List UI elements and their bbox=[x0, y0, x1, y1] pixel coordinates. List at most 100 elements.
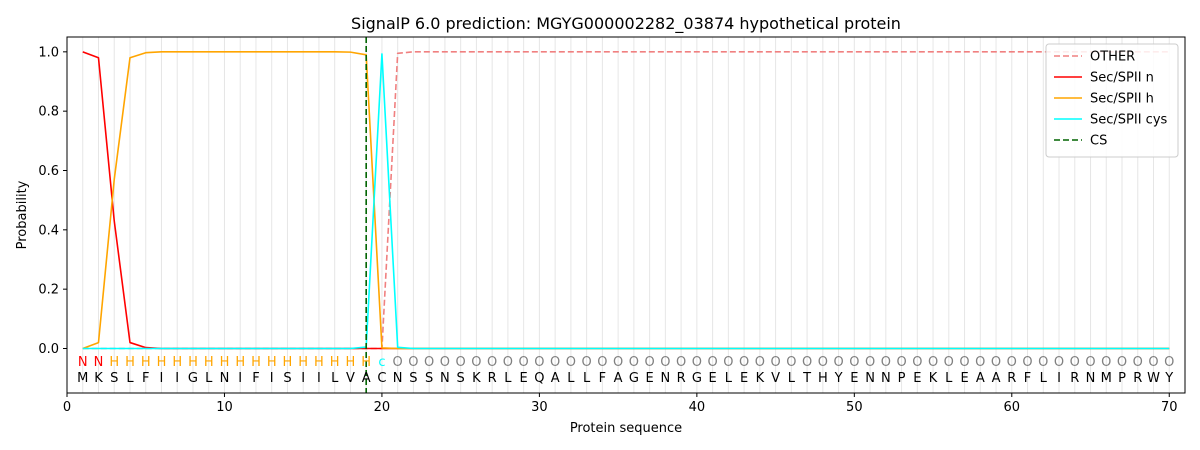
region-label: O bbox=[991, 355, 1001, 370]
x-tick-label: 0 bbox=[63, 400, 71, 415]
region-label: O bbox=[597, 355, 607, 370]
residue-letter: R bbox=[677, 371, 686, 386]
region-label: O bbox=[692, 355, 702, 370]
y-tick-label: 0.2 bbox=[38, 283, 59, 298]
region-label: O bbox=[393, 355, 403, 370]
residue-letter: P bbox=[1118, 371, 1126, 386]
region-label: H bbox=[220, 355, 230, 370]
region-label: H bbox=[298, 355, 308, 370]
series-line-sec-spii-cys bbox=[82, 53, 1170, 350]
residue-letter: P bbox=[898, 371, 906, 386]
legend: OTHER Sec/SPII n Sec/SPII h Sec/SPII cys CS bbox=[1045, 43, 1179, 158]
series-line-other bbox=[82, 51, 1170, 350]
residue-letter: K bbox=[472, 371, 481, 386]
residue-letter: E bbox=[708, 371, 716, 386]
residue-letter: L bbox=[788, 371, 796, 386]
region-label: N bbox=[94, 355, 104, 370]
region-label: H bbox=[283, 355, 293, 370]
residue-letter: H bbox=[818, 371, 828, 386]
y-tick-label: 0.0 bbox=[38, 342, 59, 357]
residue-letter: C bbox=[377, 371, 386, 386]
residue-letter: L bbox=[331, 371, 339, 386]
x-tick-label: 30 bbox=[531, 400, 548, 415]
residue-letter: L bbox=[567, 371, 575, 386]
legend-label: Sec/SPII h bbox=[1090, 92, 1154, 107]
residue-letter: A bbox=[614, 371, 623, 386]
region-label: O bbox=[1117, 355, 1127, 370]
region-label: O bbox=[1133, 355, 1143, 370]
residue-letter: V bbox=[771, 371, 780, 386]
region-label: N bbox=[78, 355, 88, 370]
residue-letter: E bbox=[646, 371, 654, 386]
legend-label: CS bbox=[1090, 134, 1107, 149]
residue-letter: A bbox=[551, 371, 560, 386]
x-axis-label: Protein sequence bbox=[570, 421, 682, 436]
residue-letter: N bbox=[440, 371, 450, 386]
residue-letter: E bbox=[960, 371, 968, 386]
residue-letter: N bbox=[393, 371, 403, 386]
region-label: O bbox=[786, 355, 796, 370]
legend-label: Sec/SPII n bbox=[1090, 71, 1154, 86]
region-label: O bbox=[1070, 355, 1080, 370]
series-lines bbox=[82, 51, 1170, 350]
x-tick-label: 50 bbox=[846, 400, 863, 415]
residue-letter: W bbox=[1147, 371, 1160, 386]
sequence-annotations: NMNKHSHLHFHIHIHGHLHNHIHFHIHSHIHIHLHVHAcC… bbox=[77, 355, 1174, 386]
residue-letter: N bbox=[881, 371, 891, 386]
region-label: H bbox=[157, 355, 167, 370]
residue-letter: K bbox=[94, 371, 103, 386]
residue-letter: N bbox=[865, 371, 875, 386]
residue-letter: T bbox=[802, 371, 811, 386]
region-label: O bbox=[487, 355, 497, 370]
residue-letter: V bbox=[346, 371, 355, 386]
x-tick-label: 70 bbox=[1161, 400, 1178, 415]
residue-letter: E bbox=[520, 371, 528, 386]
residue-letter: Y bbox=[834, 371, 843, 386]
residue-letter: G bbox=[188, 371, 198, 386]
residue-letter: L bbox=[583, 371, 591, 386]
region-label: H bbox=[204, 355, 214, 370]
region-label: O bbox=[770, 355, 780, 370]
residue-letter: R bbox=[488, 371, 497, 386]
x-tick-label: 40 bbox=[689, 400, 706, 415]
region-label: O bbox=[739, 355, 749, 370]
residue-letter: I bbox=[1057, 371, 1061, 386]
residue-letter: M bbox=[77, 371, 88, 386]
region-label: O bbox=[881, 355, 891, 370]
x-tick-label: 20 bbox=[374, 400, 391, 415]
residue-letter: E bbox=[913, 371, 921, 386]
y-tick-label: 0.4 bbox=[38, 223, 59, 238]
region-label: O bbox=[1022, 355, 1032, 370]
x-tick-label: 60 bbox=[1004, 400, 1021, 415]
region-label: O bbox=[676, 355, 686, 370]
region-label: H bbox=[251, 355, 261, 370]
legend-box bbox=[1045, 43, 1179, 158]
region-label: O bbox=[613, 355, 623, 370]
region-label: O bbox=[755, 355, 765, 370]
region-label: H bbox=[125, 355, 135, 370]
region-label: O bbox=[959, 355, 969, 370]
grid-lines bbox=[82, 37, 1170, 393]
residue-letter: F bbox=[599, 371, 606, 386]
region-label: O bbox=[408, 355, 418, 370]
region-label: O bbox=[503, 355, 513, 370]
residue-letter: F bbox=[142, 371, 149, 386]
y-axis-ticks: 0.0 0.2 0.4 0.6 0.8 1.0 bbox=[38, 45, 67, 357]
region-label: O bbox=[802, 355, 812, 370]
region-label: O bbox=[818, 355, 828, 370]
residue-letter: I bbox=[175, 371, 179, 386]
region-label: O bbox=[471, 355, 481, 370]
residue-letter: F bbox=[252, 371, 259, 386]
region-label: O bbox=[550, 355, 560, 370]
residue-letter: G bbox=[629, 371, 639, 386]
y-tick-label: 0.8 bbox=[38, 105, 59, 120]
region-label: O bbox=[645, 355, 655, 370]
residue-letter: A bbox=[976, 371, 985, 386]
region-label: O bbox=[1101, 355, 1111, 370]
residue-letter: L bbox=[1040, 371, 1048, 386]
region-label: H bbox=[267, 355, 277, 370]
region-label: O bbox=[660, 355, 670, 370]
residue-letter: I bbox=[270, 371, 274, 386]
region-label: O bbox=[456, 355, 466, 370]
region-label: O bbox=[707, 355, 717, 370]
